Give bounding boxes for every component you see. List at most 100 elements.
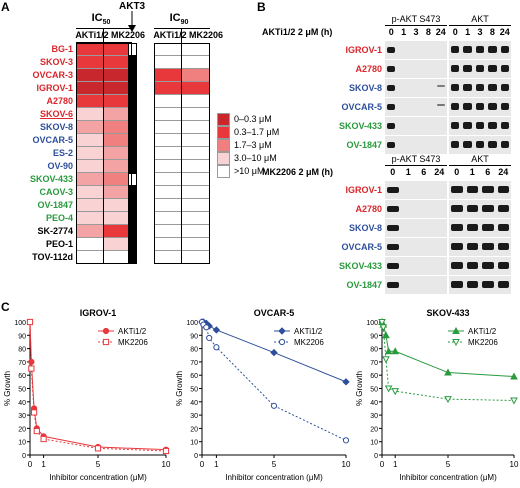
blot-band <box>387 47 396 53</box>
y-tick-label: 30 <box>370 413 378 420</box>
blot-band <box>463 141 472 148</box>
cell-line-label: SK-2774 <box>37 226 73 236</box>
blot-band <box>488 65 497 72</box>
blot-band <box>466 262 478 269</box>
blot-col2-rule <box>449 25 511 26</box>
x-tick-label: 1 <box>214 460 219 469</box>
y-tick-label: 50 <box>18 387 26 394</box>
blot-pakt-strip <box>385 238 447 256</box>
y-tick-label: 0 <box>22 453 26 460</box>
legend-swatch <box>217 139 230 152</box>
cell-line-label: CAOV-3 <box>39 187 73 197</box>
blot-akt-strip <box>449 276 511 294</box>
y-tick-label: 70 <box>190 360 198 367</box>
cell-line-label: OV-90 <box>47 161 73 171</box>
blot-band <box>387 244 399 250</box>
x-tick-label: 0 <box>28 460 33 469</box>
ic90-base: IC <box>169 12 181 24</box>
legend-marker <box>278 327 286 335</box>
y-tick-label: 80 <box>370 347 378 354</box>
blot-pakt-strip <box>385 219 447 237</box>
y-tick-label: 30 <box>18 413 26 420</box>
x-axis-label: Inhibitor concentration (μM) <box>225 473 323 482</box>
ic90-drug2-header: MK2206 <box>189 30 224 40</box>
blot-band <box>466 205 478 212</box>
cell-line-label: SKOV-8 <box>39 122 73 132</box>
data-point <box>384 385 393 393</box>
time-label: 0 <box>388 27 394 37</box>
blot-band <box>451 122 460 129</box>
blot-col1-rule <box>385 165 447 166</box>
blot-pakt-strip <box>385 136 447 154</box>
blot-akt-strip <box>449 181 511 199</box>
y-tick-label: 60 <box>18 373 26 380</box>
heatmap-grid: AKTi1/2 MK2206 AKTi1/2 MK2206 BG-1 SKOV-3… <box>30 28 224 264</box>
data-point <box>26 318 34 326</box>
blot-band <box>500 141 509 148</box>
akt3-cell <box>128 147 137 160</box>
ic50-header: IC50 <box>70 12 132 26</box>
ic50-base: IC <box>91 12 103 24</box>
blot-pakt-strip <box>385 98 447 116</box>
y-tick-label: 10 <box>190 440 198 447</box>
legend-marker <box>102 327 110 335</box>
x-axis-label: Inhibitor concentration (μM) <box>399 473 497 482</box>
akt3-cell <box>128 199 137 212</box>
time-label: 0 <box>454 167 460 177</box>
chart-title: SKOV-433 <box>426 308 469 318</box>
akt3-cell <box>128 212 137 225</box>
data-point <box>28 365 35 372</box>
blot-row-label: SKOV-8 <box>348 223 382 233</box>
y-tick-label: 0 <box>374 453 378 460</box>
akt3-cell <box>128 251 137 264</box>
blot-band <box>387 123 396 129</box>
y-tick-label: 80 <box>190 347 198 354</box>
y-tick-label: 40 <box>18 400 26 407</box>
legend-label: AKTi1/2 <box>294 327 323 336</box>
panel-c-label: C <box>1 300 10 314</box>
blot-pakt-strip <box>385 60 447 78</box>
y-tick-label: 90 <box>370 333 378 340</box>
data-point <box>40 435 47 443</box>
legend-marker <box>452 326 460 334</box>
akt3-cell <box>128 95 137 108</box>
y-tick-label: 60 <box>190 373 198 380</box>
blot-band <box>466 281 478 288</box>
blot-band <box>488 84 497 91</box>
cell-line-label: A2780 <box>46 96 73 106</box>
blot-band <box>451 281 463 288</box>
blot-row-label: SKOV-433 <box>338 261 382 271</box>
y-tick-label: 20 <box>18 426 26 433</box>
legend-marker <box>452 339 460 347</box>
blot-band <box>497 281 509 288</box>
akt3-cell <box>128 43 137 56</box>
blot-band <box>488 122 497 129</box>
data-point <box>213 344 220 351</box>
blot-row-label: SKOV-8 <box>348 83 382 93</box>
akt3-cell <box>128 134 137 147</box>
blot-band <box>475 103 485 110</box>
akt3-arrow-icon <box>128 11 136 32</box>
legend-label: MK2206 <box>118 338 148 347</box>
time-label: 6 <box>421 167 427 177</box>
y-tick-label: 70 <box>370 360 378 367</box>
blot-band <box>482 243 494 250</box>
legend-label: 1.7–3 μM <box>234 140 272 150</box>
blot-pakt-strip <box>385 257 447 275</box>
x-axis-label: Inhibitor concentration (μM) <box>49 473 147 482</box>
data-point <box>510 372 518 380</box>
blot-treatment-label: AKTi1/2 2 μM (h) <box>262 27 333 37</box>
y-axis-label: % Growth <box>355 371 364 406</box>
blot-band <box>475 141 485 148</box>
data-point <box>391 388 400 396</box>
data-point <box>33 427 40 435</box>
y-tick-label: 50 <box>190 387 198 394</box>
blot-band <box>482 205 494 212</box>
blot-band <box>482 281 494 288</box>
blot-row-label: OVCAR-5 <box>341 242 382 252</box>
blot-band <box>436 85 445 87</box>
blot-band <box>387 206 399 212</box>
y-tick-label: 50 <box>370 387 378 394</box>
